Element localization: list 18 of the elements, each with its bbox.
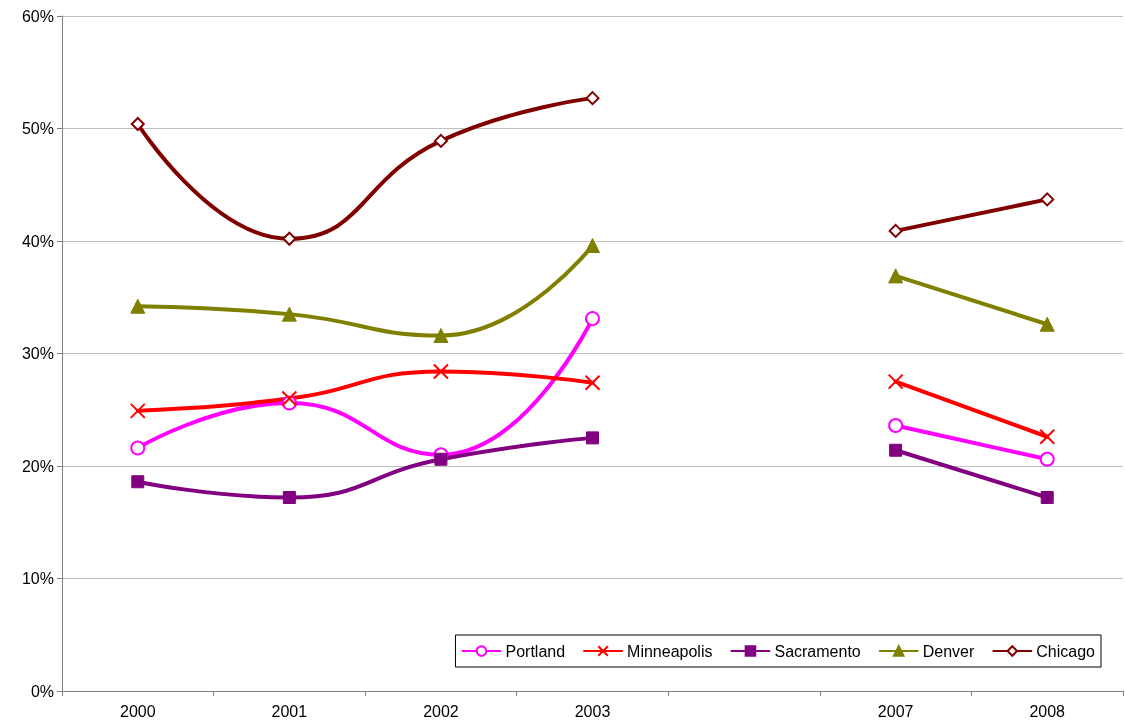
legend-label: Chicago xyxy=(1036,642,1096,660)
y-tick-label: 40% xyxy=(21,232,54,250)
y-tick-label: 0% xyxy=(30,682,54,700)
y-tick-label: 30% xyxy=(21,345,54,362)
x-tick-label: 2001 xyxy=(271,702,308,720)
y-tick-label: 50% xyxy=(21,120,54,137)
x-tick-label: 2003 xyxy=(574,702,611,720)
x-tick-label: 2002 xyxy=(423,702,459,720)
legend-label: Portland xyxy=(505,642,566,660)
legend-label: Sacramento xyxy=(774,642,861,660)
legend-label: Denver xyxy=(922,642,975,660)
y-tick-label: 10% xyxy=(21,570,54,587)
x-tick-label: 2007 xyxy=(877,702,914,720)
x-tick-label: 2000 xyxy=(119,702,156,720)
y-tick-label: 20% xyxy=(21,457,54,475)
x-tick-label: 2008 xyxy=(1029,702,1066,720)
legend-label: Minneapolis xyxy=(627,642,713,660)
y-tick-label: 60% xyxy=(21,7,54,25)
